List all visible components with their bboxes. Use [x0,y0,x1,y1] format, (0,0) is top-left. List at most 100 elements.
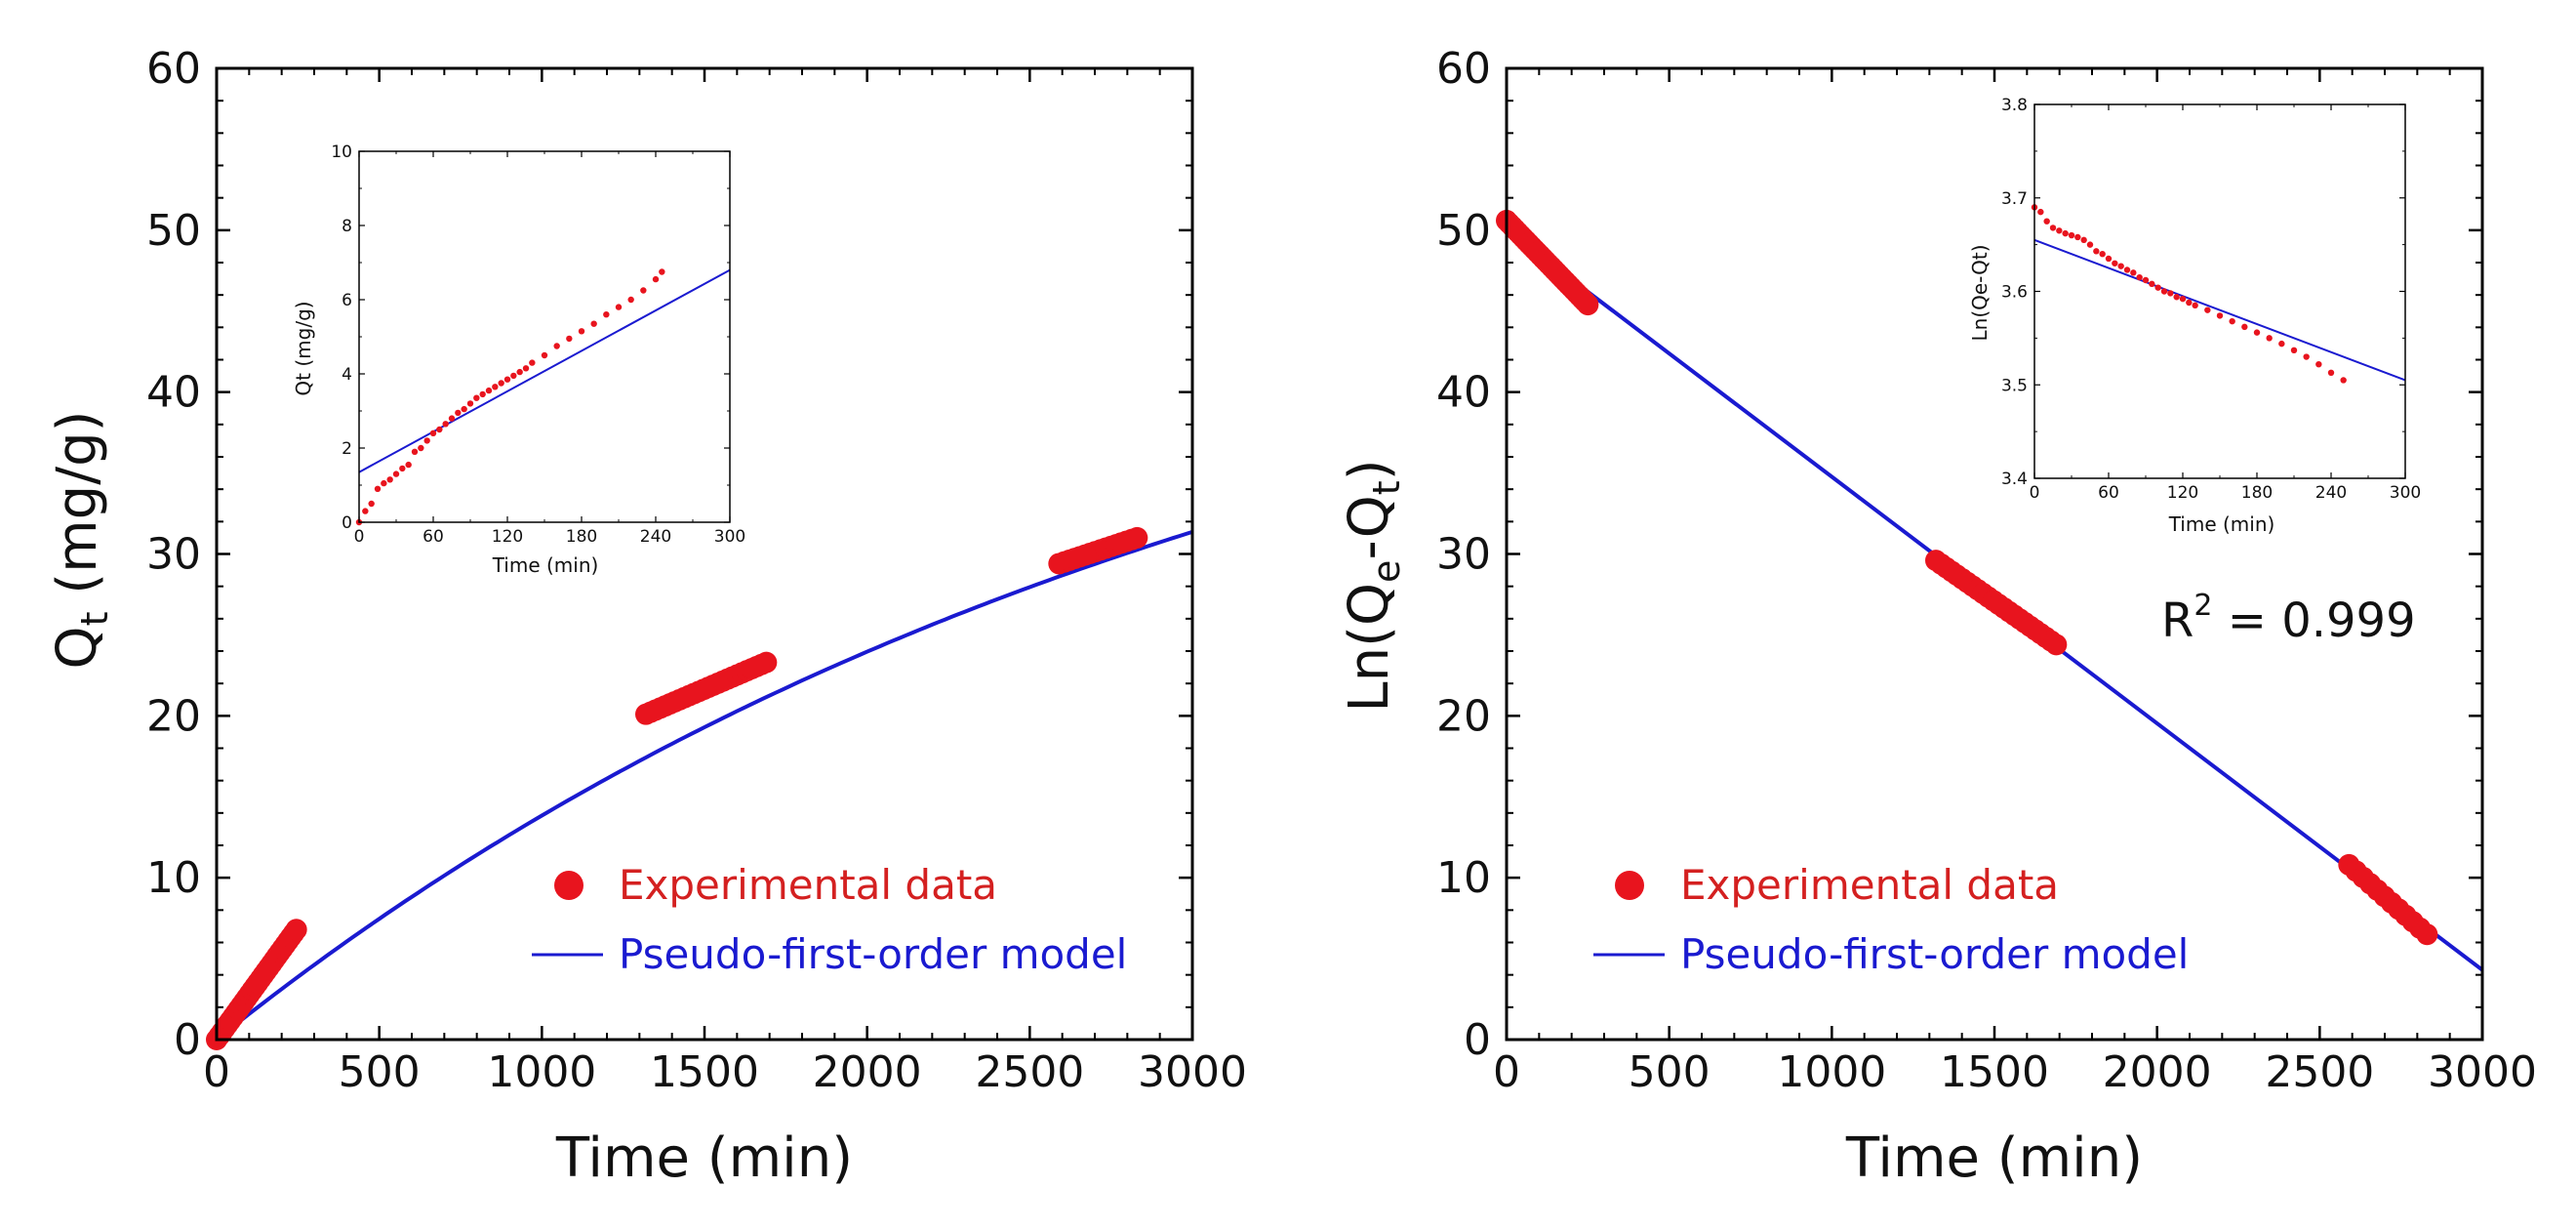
inset-data-point [522,365,530,372]
inset-data-point [627,296,634,304]
right-main-plot [1496,209,2484,972]
inset-data-point [553,343,560,349]
inset-data-point [516,368,523,376]
data-point [2045,634,2068,656]
inset-data-point [2099,251,2106,258]
x-tick-label: 3000 [1138,1047,1247,1097]
inset-data-point [2123,266,2131,273]
inset-data-point [2179,295,2187,303]
left-inset-y-axis-title: Qt (mg/g) [292,301,315,395]
y-tick-label: 0 [342,513,352,533]
right-inset-background [2034,100,2420,485]
left-main-y-tick-labels: 0 10 20 30 40 50 60 [146,44,201,1065]
inset-data-point [2086,241,2094,248]
left-main-legend: Experimental data Pseudo-first-order mod… [532,861,1127,978]
inset-data-point [473,394,480,401]
inset-data-point [436,426,443,433]
inset-data-point [411,448,419,455]
inset-data-point [455,409,462,417]
inset-data-point [2160,288,2168,295]
y-tick-label: 50 [146,206,201,256]
y-tick-label: 3.7 [2001,189,2028,209]
right-main-y-axis-title: Ln(Qe-Qt) [1338,459,1408,712]
inset-data-point [2112,260,2118,266]
inset-data-point [2167,290,2174,297]
y-tick-label: 30 [146,530,201,580]
legend-model-label: Pseudo-first-order model [619,930,1127,978]
inset-data-point [2142,276,2150,284]
y-tick-label: 3.4 [2001,470,2028,489]
x-tick-label: 2500 [975,1047,1084,1097]
inset-data-point [2290,347,2298,354]
inset-data-point [485,387,493,394]
inset-data-point [2149,280,2155,288]
legend-data-marker [1615,871,1644,900]
left-main-x-axis-title: Time (min) [555,1126,853,1190]
y-tick-label: 0 [1464,1015,1491,1065]
y-tick-label: 3.6 [2001,283,2028,303]
inset-data-point [466,400,474,407]
inset-data-point [503,376,511,383]
inset-data-point [652,275,660,283]
inset-data-point [2062,229,2069,237]
x-tick-label: 1500 [650,1047,759,1097]
x-tick-label: 0 [1493,1047,1520,1097]
left-main-plot [206,526,1193,1050]
inset-data-point [374,485,382,492]
inset-data-point [2266,335,2273,342]
y-tick-label: 10 [331,143,352,162]
data-point [2416,923,2438,946]
inset-data-point [2192,302,2198,309]
inset-data-point [423,437,430,444]
inset-data-point [498,380,504,387]
inset-data-point [2253,329,2261,336]
inset-data-point [442,421,449,428]
y-tick-label: 0 [174,1015,201,1065]
x-tick-label: 60 [2098,483,2119,503]
x-tick-label: 500 [1629,1047,1711,1097]
inset-data-point [2315,360,2322,368]
left-main-model-curve [215,529,1193,1042]
inset-data-point [659,268,665,275]
y-tick-label: 20 [146,691,201,741]
inset-data-point [381,479,387,487]
inset-data-point [2278,340,2285,348]
inset-data-point [479,390,486,398]
x-tick-label: 3000 [2428,1047,2537,1097]
inset-data-point [2043,218,2050,225]
data-point [285,919,307,941]
y-tick-label: 8 [342,217,352,236]
y-tick-label: 3.5 [2001,376,2028,395]
y-tick-label: 60 [1436,44,1491,94]
x-tick-label: 0 [203,1047,230,1097]
right-inset-x-axis-title: Time (min) [2168,512,2275,536]
inset-data-point [2229,317,2235,325]
r-squared-annotation: R2 = 0.999 [2161,589,2416,648]
y-tick-label: 60 [146,44,201,94]
inset-data-point [529,359,536,366]
right-inset-data-points [2031,204,2347,384]
inset-data-point [2130,269,2137,276]
left-main-frame [215,66,1194,1042]
y-tick-label: 50 [1436,206,1491,256]
inset-data-point [448,415,456,422]
inset-data-point [603,311,610,318]
left-inset-x-axis-title: Time (min) [492,553,599,577]
x-tick-label: 0 [354,527,365,547]
inset-data-point [392,471,400,477]
right-main-data-points [1496,209,2438,946]
inset-data-point [2340,377,2347,384]
right-inset-frame [2033,103,2406,479]
inset-data-point [2216,312,2224,319]
left-main-y-axis-title: Qt (mg/g) [46,411,116,670]
inset-data-point [640,287,647,294]
legend-data-marker [554,871,584,900]
inset-data-point [2049,225,2057,231]
inset-data-point [615,304,623,310]
right-inset-y-tick-labels: 3.4 3.5 3.6 3.7 3.8 [2001,96,2028,489]
inset-data-point [2093,248,2100,255]
x-tick-label: 2500 [2265,1047,2374,1097]
right-main-legend: Experimental data Pseudo-first-order mod… [1593,861,2189,978]
